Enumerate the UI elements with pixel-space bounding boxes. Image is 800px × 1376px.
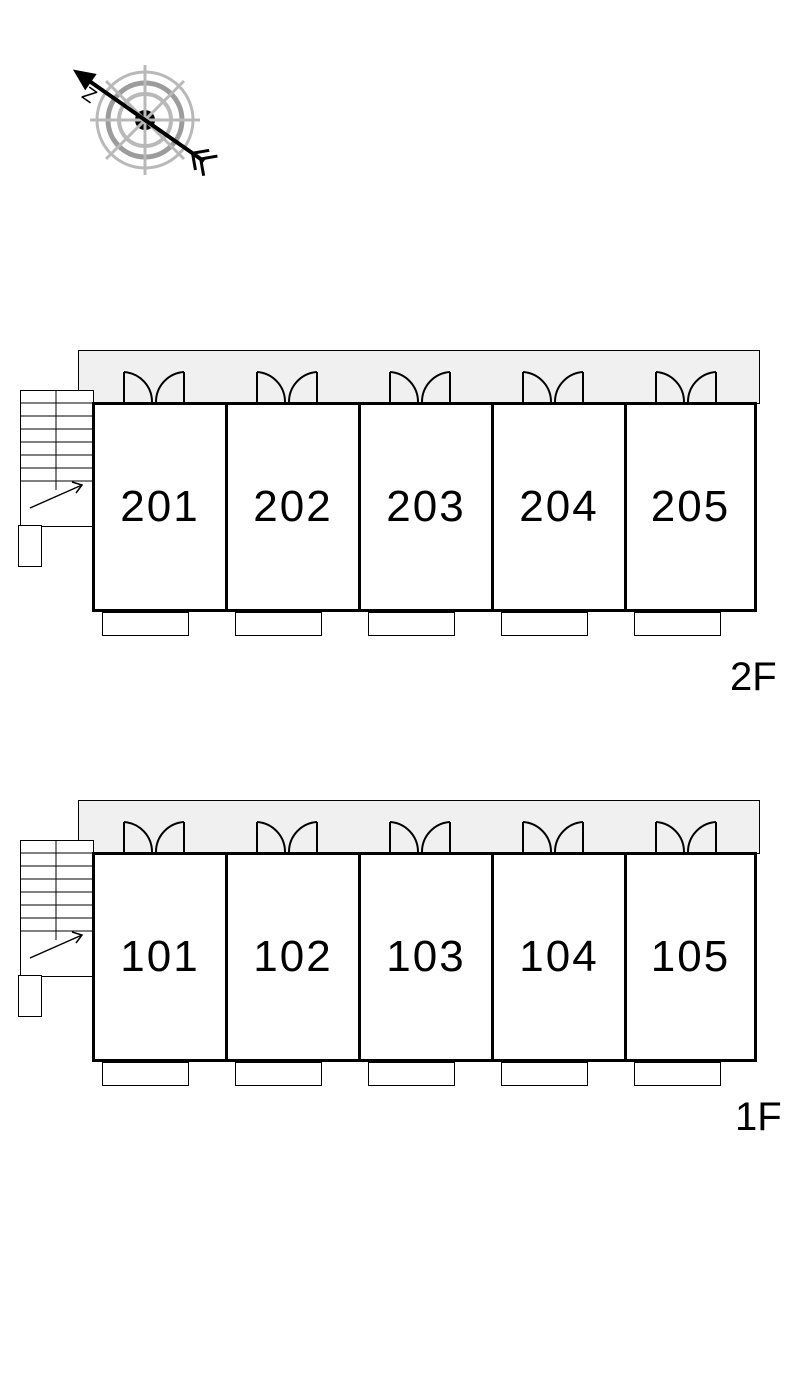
units-row-2f: 201 202 203 204 205: [92, 402, 757, 612]
unit-label: 103: [386, 932, 465, 982]
unit-202: 202: [225, 402, 358, 612]
stairs-2f: [20, 390, 92, 525]
unit-label: 205: [651, 482, 730, 532]
unit-label: 104: [519, 932, 598, 982]
floor-label-1f: 1F: [735, 1095, 782, 1140]
unit-104: 104: [491, 852, 624, 1062]
ledge-1f: [18, 975, 42, 1017]
unit-203: 203: [358, 402, 491, 612]
compass-rose: Z: [50, 30, 220, 205]
floor-label-2f: 2F: [730, 655, 777, 700]
unit-label: 203: [386, 482, 465, 532]
unit-label: 105: [651, 932, 730, 982]
unit-label: 204: [519, 482, 598, 532]
unit-label: 101: [120, 932, 199, 982]
floor-label-text: 1F: [735, 1095, 782, 1139]
ledge-2f: [18, 525, 42, 567]
floor-1f: 101 102 103 104 105: [20, 800, 760, 1100]
stairs-1f: [20, 840, 92, 975]
unit-label: 202: [253, 482, 332, 532]
unit-101: 101: [92, 852, 225, 1062]
unit-label: 102: [253, 932, 332, 982]
floor-label-text: 2F: [730, 655, 777, 699]
units-row-1f: 101 102 103 104 105: [92, 852, 757, 1062]
unit-204: 204: [491, 402, 624, 612]
unit-103: 103: [358, 852, 491, 1062]
unit-102: 102: [225, 852, 358, 1062]
compass-label: Z: [78, 83, 101, 108]
floor-2f: 201 202 203 204 205: [20, 350, 760, 650]
unit-201: 201: [92, 402, 225, 612]
doors-2f: [92, 360, 757, 402]
doors-1f: [92, 810, 757, 852]
unit-105: 105: [624, 852, 757, 1062]
unit-205: 205: [624, 402, 757, 612]
unit-label: 201: [120, 482, 199, 532]
